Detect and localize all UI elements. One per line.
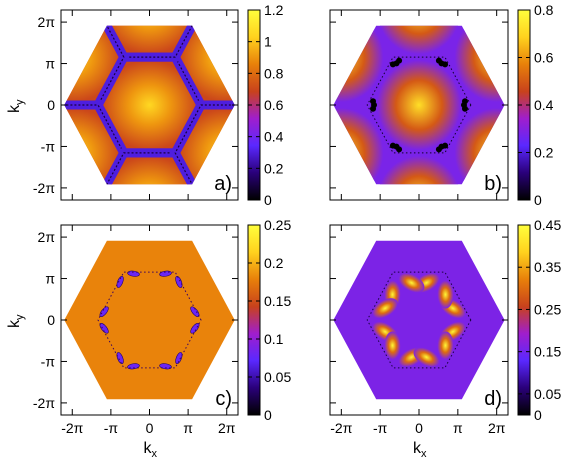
colorbar-tick-label: 0.05: [534, 386, 561, 402]
node: [435, 146, 442, 153]
panel-label: b): [484, 173, 502, 195]
colorbar-tick-label: 0.6: [534, 50, 554, 66]
lobe: [175, 275, 183, 288]
y-tick-label: -π: [41, 138, 56, 154]
y-tick-label: -2π: [33, 180, 55, 196]
colorbar-tick-label: 0.8: [534, 2, 554, 18]
colorbar-tick-label: 0.1: [264, 331, 284, 347]
dome-0: [101, 60, 198, 150]
colorbar-tick-label: 0.15: [264, 293, 291, 309]
dome-0: [376, 60, 462, 150]
ridge-line-2: [97, 25, 202, 58]
heatmap-background: [333, 240, 505, 400]
y-tick-label: 2π: [38, 14, 56, 30]
panel-label: c): [215, 388, 232, 410]
dome-4: [333, 108, 384, 185]
y-axis-label: ky: [6, 314, 26, 328]
colorbar-tick-label: 0.4: [264, 129, 284, 145]
x-tick-label: π: [453, 420, 463, 436]
lobe: [398, 273, 425, 293]
dome-2: [101, 25, 198, 54]
x-tick-label: 2π: [488, 420, 506, 436]
y-tick-label: -π: [41, 353, 56, 369]
colorbar-tick-label: 0: [264, 407, 272, 423]
panel-b: b) 0.8 0.6 0.4 0.2 0: [329, 2, 554, 208]
x-axis-label: kx: [144, 440, 158, 460]
lobe: [175, 352, 183, 365]
colorbar-tick-label: 0.8: [264, 65, 284, 81]
ridge-4: [64, 100, 129, 185]
node: [396, 57, 403, 64]
heatmap-field: [64, 25, 235, 185]
colorbar-tick-label: 0.2: [264, 160, 284, 176]
x-tick-label: -2π: [61, 420, 83, 436]
zone-line: [366, 271, 472, 369]
heatmap-field: [333, 240, 505, 400]
y-axis-label: ky: [6, 99, 26, 113]
colorbar-tick-label: 0.05: [264, 369, 291, 385]
x-tick-label: 0: [146, 420, 154, 436]
panel-d: -2π -π 0 π 2π d) 0.45 0.35 0.25 0.15 0.05 0 kx: [329, 217, 561, 460]
x-tick-label: -π: [373, 420, 388, 436]
panel-a: 2π π 0 -π -2π a) 1.2 1 0.8 0.6 0.4 0.2 0 ky: [6, 2, 284, 208]
colorbar-tick-label: 0.35: [534, 259, 561, 275]
node: [461, 105, 468, 112]
heatmap-field: [333, 25, 505, 185]
dome-3: [333, 25, 384, 102]
node: [442, 61, 449, 68]
colorbar-tick-label: 1: [264, 34, 272, 50]
colorbar-tick-label: 0.25: [264, 217, 291, 233]
y-tick-label: 2π: [38, 229, 56, 245]
colorbar-tick-label: 0.45: [534, 217, 561, 233]
colorbar: [247, 224, 261, 416]
dome-5: [101, 156, 198, 185]
panel-label: a): [214, 173, 232, 195]
lobe: [437, 280, 454, 309]
colorbar-tick-label: 0.15: [534, 344, 561, 360]
lobe: [372, 298, 398, 319]
y-tick-label: 0: [47, 312, 55, 328]
x-tick-label: -2π: [330, 420, 352, 436]
x-tick-label: 2π: [218, 420, 236, 436]
panel-c: -2π -π 0 π 2π 2π π 0 -π -2π c) 0.25 0.2 0.15 0.1 0.05 0 k…: [6, 217, 291, 460]
colorbar-tick-label: 0.25: [534, 301, 561, 317]
lobe: [116, 275, 124, 288]
y-tick-label: -2π: [33, 395, 55, 411]
lobe: [116, 352, 124, 365]
colorbar-tick-label: 0.2: [264, 255, 284, 271]
node: [370, 98, 377, 105]
x-tick-label: 0: [415, 420, 423, 436]
x-axis-label: kx: [413, 440, 427, 460]
x-tick-label: -π: [104, 420, 119, 436]
y-tick-label: π: [45, 56, 55, 72]
ridge-line-6: [174, 104, 235, 185]
node: [389, 142, 396, 149]
colorbar-tick-label: 0.6: [264, 97, 284, 113]
heatmap-field: [64, 240, 235, 400]
colorbar-tick-label: 0: [264, 192, 272, 208]
panel-label: d): [484, 388, 502, 410]
x-tick-label: π: [183, 420, 193, 436]
y-tick-label: π: [45, 271, 55, 287]
colorbar-tick-label: 1.2: [264, 2, 284, 18]
y-tick-label: 0: [47, 97, 55, 113]
colorbar-tick-label: 0.4: [534, 97, 554, 113]
lobe: [384, 331, 401, 360]
colorbar-tick-label: 0.2: [534, 145, 554, 161]
dome-5: [376, 155, 462, 185]
zone-line: [366, 56, 472, 154]
dome-2: [376, 25, 462, 55]
lobe: [99, 306, 109, 318]
lobe: [413, 347, 440, 367]
lobe: [437, 331, 454, 360]
colorbar: [517, 224, 531, 416]
colorbar-tick-label: 0: [534, 407, 542, 423]
zone-line: [97, 271, 202, 369]
heatmap-background: [64, 240, 235, 400]
colorbar-tick-label: 0: [534, 192, 542, 208]
